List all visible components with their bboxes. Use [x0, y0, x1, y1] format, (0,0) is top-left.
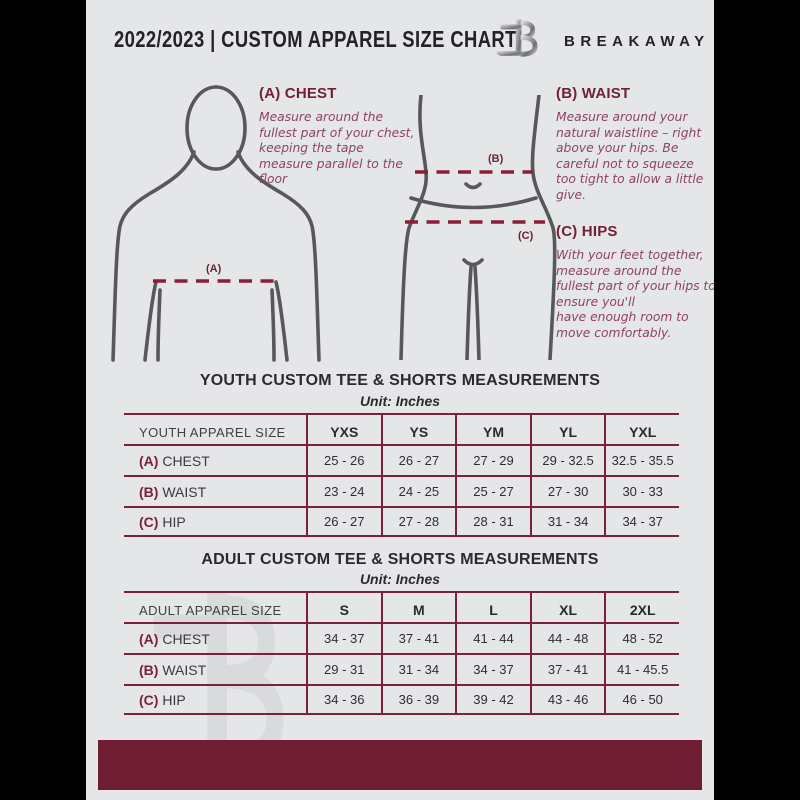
- adult-size-column-header: S: [306, 591, 381, 627]
- brand-name: BREAKAWAY: [564, 33, 710, 50]
- adult-measurement-cell: 37 - 41: [380, 622, 456, 653]
- youth-section-title: YOUTH CUSTOM TEE & SHORTS MEASUREMENTS: [199, 372, 601, 389]
- adult-measurement-cell: 34 - 37: [455, 653, 530, 684]
- adult-measurement-cell: 34 - 36: [306, 684, 381, 715]
- youth-measurement-cell: 32.5 - 35.5: [604, 444, 679, 475]
- youth-size-column-header: YM: [455, 413, 530, 449]
- youth-measurement-cell: 26 - 27: [306, 506, 381, 537]
- youth-size-table: YOUTH APPAREL SIZE YXS YS YM YL YXL (A) CHEST 2…: [124, 413, 679, 537]
- adult-size-column-header: XL: [529, 591, 605, 627]
- youth-size-column-header: YXL: [604, 413, 679, 449]
- youth-apparel-size-header: YOUTH APPAREL SIZE: [124, 413, 306, 449]
- page-title: 2022/2023 | CUSTOM APPAREL SIZE CHART: [114, 26, 517, 52]
- adult-size-column-header: L: [455, 591, 530, 627]
- adult-size-table: ADULT APPAREL SIZE S M L XL 2XL (A) CHEST 34 - …: [124, 591, 679, 715]
- waist-marker-label: (B): [488, 153, 504, 165]
- document-page: 2022/2023 | CUSTOM APPAREL SIZE CHART BR…: [86, 0, 714, 800]
- adult-row-label: (B) WAIST: [124, 653, 306, 684]
- youth-unit-label: Unit: Inches: [359, 393, 441, 409]
- adult-measurement-cell: 48 - 52: [604, 622, 679, 653]
- youth-measurement-cell: 23 - 24: [306, 475, 381, 506]
- adult-section-title: ADULT CUSTOM TEE & SHORTS MEASUREMENTS: [201, 551, 599, 568]
- adult-measurement-cell: 39 - 42: [455, 684, 530, 715]
- hips-marker-label: (C): [518, 230, 534, 242]
- adult-apparel-size-header: ADULT APPAREL SIZE: [124, 591, 306, 627]
- youth-measurement-cell: 25 - 27: [455, 475, 530, 506]
- youth-size-column-header: YS: [380, 413, 456, 449]
- adult-measurement-cell: 34 - 37: [306, 622, 381, 653]
- adult-measurement-cell: 36 - 39: [380, 684, 456, 715]
- youth-measurement-cell: 34 - 37: [604, 506, 679, 537]
- youth-row-label: (B) WAIST: [124, 475, 306, 506]
- youth-row-label: (A) CHEST: [124, 444, 306, 475]
- youth-measurement-cell: 27 - 29: [455, 444, 530, 475]
- adult-row-label: (A) CHEST: [124, 622, 306, 653]
- breakaway-logo-icon: [496, 19, 538, 57]
- footer-accent-bar: [98, 740, 702, 790]
- adult-measurement-cell: 29 - 31: [306, 653, 381, 684]
- adult-size-column-header: 2XL: [604, 591, 679, 627]
- youth-measurement-cell: 27 - 28: [380, 506, 456, 537]
- youth-measurement-cell: 29 - 32.5: [529, 444, 605, 475]
- youth-row-label: (C) HIP: [124, 506, 306, 537]
- youth-measurement-cell: 25 - 26: [306, 444, 381, 475]
- adult-measurement-cell: 41 - 45.5: [604, 653, 679, 684]
- adult-size-column-header: M: [380, 591, 456, 627]
- chest-marker-label: (A): [206, 263, 222, 275]
- adult-measurement-cell: 44 - 48: [529, 622, 605, 653]
- youth-measurement-cell: 24 - 25: [380, 475, 456, 506]
- youth-measurement-cell: 27 - 30: [529, 475, 605, 506]
- youth-measurement-cell: 26 - 27: [380, 444, 456, 475]
- hips-heading: (C) HIPS: [556, 223, 618, 240]
- waist-instructions: Measure around your natural waistline – …: [556, 110, 704, 202]
- adult-measurement-cell: 37 - 41: [529, 653, 605, 684]
- waist-heading: (B) WAIST: [556, 85, 631, 102]
- adult-measurement-cell: 31 - 34: [380, 653, 456, 684]
- hips-instructions: With your feet together, measure around …: [556, 248, 714, 340]
- adult-row-label: (C) HIP: [124, 684, 306, 715]
- adult-unit-label: Unit: Inches: [359, 571, 441, 587]
- adult-measurement-cell: 41 - 44: [455, 622, 530, 653]
- upper-body-figure: (A): [111, 85, 321, 362]
- chest-instructions: Measure around the fullest part of your …: [259, 110, 415, 187]
- chest-heading: (A) CHEST: [259, 85, 337, 102]
- adult-measurement-cell: 46 - 50: [604, 684, 679, 715]
- youth-size-column-header: YL: [529, 413, 605, 449]
- youth-measurement-cell: 31 - 34: [529, 506, 605, 537]
- youth-size-column-header: YXS: [306, 413, 381, 449]
- lower-body-figure: (B) (C): [399, 95, 557, 360]
- youth-measurement-cell: 30 - 33: [604, 475, 679, 506]
- adult-measurement-cell: 43 - 46: [529, 684, 605, 715]
- youth-measurement-cell: 28 - 31: [455, 506, 530, 537]
